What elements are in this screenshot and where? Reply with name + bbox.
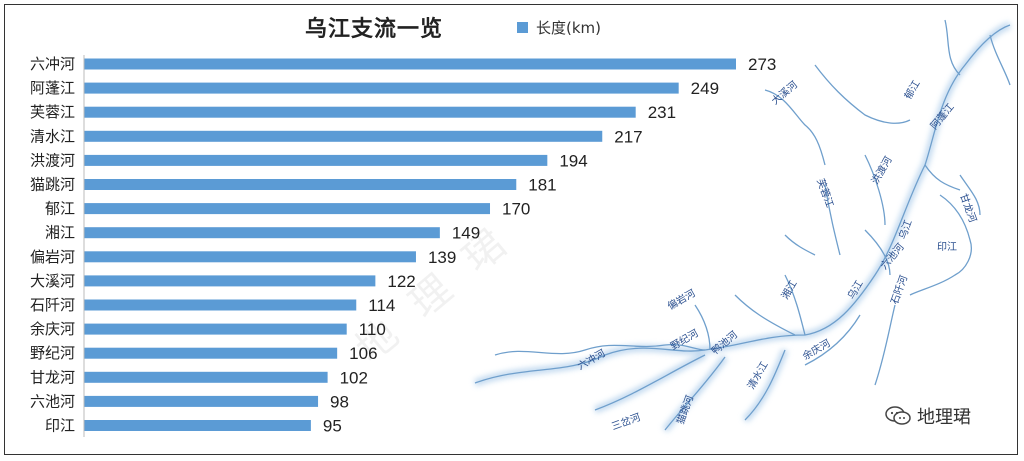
bar [84,347,338,359]
category-label: 石阡河 [30,296,75,314]
legend-swatch [517,22,528,33]
data-label: 170 [502,200,530,219]
data-label: 110 [359,320,386,339]
category-label: 清水江 [30,127,75,145]
data-label: 231 [648,103,676,122]
data-label: 139 [428,248,456,267]
chart-frame: 大溪河 郁江 阿蓬江 芙蓉江 洪渡河 甘龙河 印江 乌江 六池河 湘江 乌江 石阡河 偏岩河 野纪河 六冲河… [4,4,1018,455]
data-label: 194 [559,151,587,170]
bar [84,275,376,287]
map-river-label: 甘龙河 [957,192,979,225]
wechat-icon [885,406,911,425]
category-label: 甘龙河 [30,368,75,386]
legend: 长度(km) [517,17,601,38]
bar [84,130,603,142]
category-label: 余庆河 [30,320,75,338]
bar [84,58,736,70]
chart-title: 乌江支流一览 [305,16,444,42]
bar-series: 六冲河 273 阿蓬江 249 芙蓉江 231 清水江 217 洪渡河 194 猫跳河 181 郁江 17… [30,55,776,437]
bar [84,251,416,263]
data-label: 102 [340,368,368,387]
map-river-label: 印江 [937,241,957,253]
data-label: 217 [614,127,642,146]
bar [84,323,347,335]
data-label: 273 [748,55,776,74]
category-label: 印江 [45,417,75,435]
data-label: 95 [323,417,342,436]
bar [84,227,440,239]
category-label: 湘江 [45,224,75,242]
data-label: 106 [349,344,377,363]
category-label: 野纪河 [30,344,75,362]
map-river-label: 湘江 [778,278,799,302]
bar [84,106,636,118]
map-river-label: 猫跳河 [674,393,696,426]
map-river-label: 六冲河 [575,346,607,372]
bar [84,420,311,431]
map-river-label: 三岔河 [610,411,642,433]
data-label: 122 [387,272,415,291]
bar [84,203,491,215]
watermark: 地理珺 [885,403,971,429]
map-river-label: 郁江 [901,78,922,102]
data-label: 114 [368,296,395,315]
category-label: 大溪河 [30,272,75,290]
map-river-label: 偏岩河 [665,286,697,312]
data-label: 181 [528,176,556,195]
category-label: 芙蓉江 [30,103,75,121]
data-label: 249 [691,79,719,98]
data-label: 149 [452,224,480,243]
map-river-label: 芙蓉江 [814,177,836,210]
category-label: 郁江 [45,200,75,218]
data-label: 98 [330,392,349,411]
bar [84,371,328,383]
bar [84,82,679,94]
bar [84,154,548,166]
map-river-label: 石阡河 [889,274,911,306]
bar [84,395,319,407]
category-label: 洪渡河 [30,151,75,169]
bar [84,179,517,190]
category-label: 六冲河 [30,55,75,73]
watermark-text: 地理珺 [917,407,971,428]
category-label: 偏岩河 [30,248,75,266]
category-label: 阿蓬江 [30,79,75,97]
legend-label: 长度(km) [536,19,602,37]
category-label: 六池河 [30,392,75,410]
bar [84,299,357,311]
category-label: 猫跳河 [30,176,75,194]
